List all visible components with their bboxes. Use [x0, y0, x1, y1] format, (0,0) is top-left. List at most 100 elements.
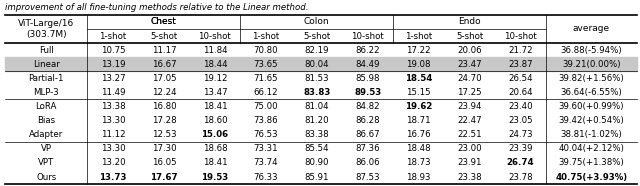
- Text: Partial-1: Partial-1: [29, 74, 64, 83]
- Text: 80.04: 80.04: [305, 60, 329, 69]
- Text: 39.82(+1.56%): 39.82(+1.56%): [559, 74, 624, 83]
- Text: VP: VP: [41, 144, 52, 153]
- Text: 19.12: 19.12: [203, 74, 227, 83]
- Text: 13.19: 13.19: [100, 60, 125, 69]
- Text: 10.75: 10.75: [100, 46, 125, 55]
- Text: 87.36: 87.36: [355, 144, 380, 153]
- Text: 39.60(+0.99%): 39.60(+0.99%): [559, 102, 624, 111]
- Text: 26.74: 26.74: [507, 158, 534, 167]
- Text: 22.51: 22.51: [458, 130, 482, 139]
- Text: 10-shot: 10-shot: [198, 31, 231, 41]
- Text: 19.53: 19.53: [201, 173, 228, 182]
- Text: 11.84: 11.84: [202, 46, 227, 55]
- Text: 13.20: 13.20: [100, 158, 125, 167]
- Text: 76.53: 76.53: [253, 130, 278, 139]
- Text: 23.91: 23.91: [458, 158, 482, 167]
- Text: 17.25: 17.25: [458, 88, 482, 97]
- Text: 15.15: 15.15: [406, 88, 431, 97]
- Text: 23.47: 23.47: [458, 60, 482, 69]
- Text: Adapter: Adapter: [29, 130, 63, 139]
- Text: 82.19: 82.19: [305, 46, 329, 55]
- Text: 15.06: 15.06: [202, 130, 228, 139]
- Text: 18.41: 18.41: [202, 102, 227, 111]
- Text: 84.82: 84.82: [355, 102, 380, 111]
- Text: average: average: [573, 25, 610, 33]
- Text: MLP-3: MLP-3: [33, 88, 59, 97]
- Text: 17.22: 17.22: [406, 46, 431, 55]
- Text: 11.17: 11.17: [152, 46, 176, 55]
- Text: 11.12: 11.12: [100, 130, 125, 139]
- Text: 13.38: 13.38: [100, 102, 125, 111]
- Text: 39.42(+0.54%): 39.42(+0.54%): [559, 116, 624, 125]
- Text: 36.64(-6.55%): 36.64(-6.55%): [561, 88, 622, 97]
- Text: 80.90: 80.90: [305, 158, 329, 167]
- Text: 22.47: 22.47: [458, 116, 482, 125]
- Text: 73.74: 73.74: [253, 158, 278, 167]
- Text: 1-shot: 1-shot: [99, 31, 127, 41]
- Text: 85.91: 85.91: [305, 173, 329, 182]
- Text: 81.53: 81.53: [305, 74, 329, 83]
- Text: 18.73: 18.73: [406, 158, 431, 167]
- Text: 73.65: 73.65: [253, 60, 278, 69]
- Text: 18.68: 18.68: [202, 144, 227, 153]
- Text: 23.39: 23.39: [508, 144, 533, 153]
- Text: 38.81(-1.02%): 38.81(-1.02%): [561, 130, 622, 139]
- Text: 13.73: 13.73: [99, 173, 127, 182]
- Text: 17.67: 17.67: [150, 173, 178, 182]
- Text: 19.08: 19.08: [406, 60, 431, 69]
- Text: Chest: Chest: [151, 17, 177, 26]
- Text: 17.05: 17.05: [152, 74, 176, 83]
- Text: 40.75(+3.93%): 40.75(+3.93%): [556, 173, 627, 182]
- Text: 23.78: 23.78: [508, 173, 533, 182]
- Text: 83.83: 83.83: [303, 88, 330, 97]
- Text: 66.12: 66.12: [253, 88, 278, 97]
- Text: 89.53: 89.53: [354, 88, 381, 97]
- Text: Linear: Linear: [33, 60, 60, 69]
- Text: 18.48: 18.48: [406, 144, 431, 153]
- Text: 17.28: 17.28: [152, 116, 176, 125]
- Text: LoRA: LoRA: [36, 102, 57, 111]
- Text: 16.05: 16.05: [152, 158, 176, 167]
- Text: 86.06: 86.06: [355, 158, 380, 167]
- Text: Bias: Bias: [37, 116, 56, 125]
- Text: 13.30: 13.30: [100, 144, 125, 153]
- Text: 76.33: 76.33: [253, 173, 278, 182]
- Text: 86.28: 86.28: [355, 116, 380, 125]
- Text: 11.49: 11.49: [100, 88, 125, 97]
- Text: 16.80: 16.80: [152, 102, 176, 111]
- Text: 5-shot: 5-shot: [150, 31, 177, 41]
- Text: 18.44: 18.44: [202, 60, 227, 69]
- Text: 18.54: 18.54: [405, 74, 433, 83]
- Text: VPT: VPT: [38, 158, 54, 167]
- Text: 86.22: 86.22: [355, 46, 380, 55]
- Text: 71.65: 71.65: [253, 74, 278, 83]
- Text: Ours: Ours: [36, 173, 56, 182]
- Text: 39.21(0.00%): 39.21(0.00%): [562, 60, 621, 69]
- Text: 20.06: 20.06: [458, 46, 482, 55]
- Text: 18.93: 18.93: [406, 173, 431, 182]
- Text: 12.24: 12.24: [152, 88, 176, 97]
- Text: 13.30: 13.30: [100, 116, 125, 125]
- Text: 23.40: 23.40: [508, 102, 533, 111]
- Text: 13.47: 13.47: [202, 88, 227, 97]
- Text: 85.54: 85.54: [305, 144, 329, 153]
- Text: 85.98: 85.98: [355, 74, 380, 83]
- Text: 18.71: 18.71: [406, 116, 431, 125]
- Text: 17.30: 17.30: [152, 144, 176, 153]
- Text: 5-shot: 5-shot: [456, 31, 483, 41]
- Text: 73.86: 73.86: [253, 116, 278, 125]
- Text: 81.20: 81.20: [305, 116, 329, 125]
- Text: 70.80: 70.80: [253, 46, 278, 55]
- Text: 23.87: 23.87: [508, 60, 533, 69]
- Text: 1-shot: 1-shot: [405, 31, 432, 41]
- Text: ViT-Large/16
(303.7M): ViT-Large/16 (303.7M): [18, 19, 74, 39]
- Text: 24.73: 24.73: [508, 130, 533, 139]
- Text: 86.67: 86.67: [355, 130, 380, 139]
- Text: 1-shot: 1-shot: [252, 31, 280, 41]
- Text: 84.49: 84.49: [355, 60, 380, 69]
- Text: Chest: Chest: [151, 17, 177, 26]
- Text: 73.31: 73.31: [253, 144, 278, 153]
- Text: 23.38: 23.38: [458, 173, 482, 182]
- Text: 21.72: 21.72: [508, 46, 533, 55]
- Text: 81.04: 81.04: [305, 102, 329, 111]
